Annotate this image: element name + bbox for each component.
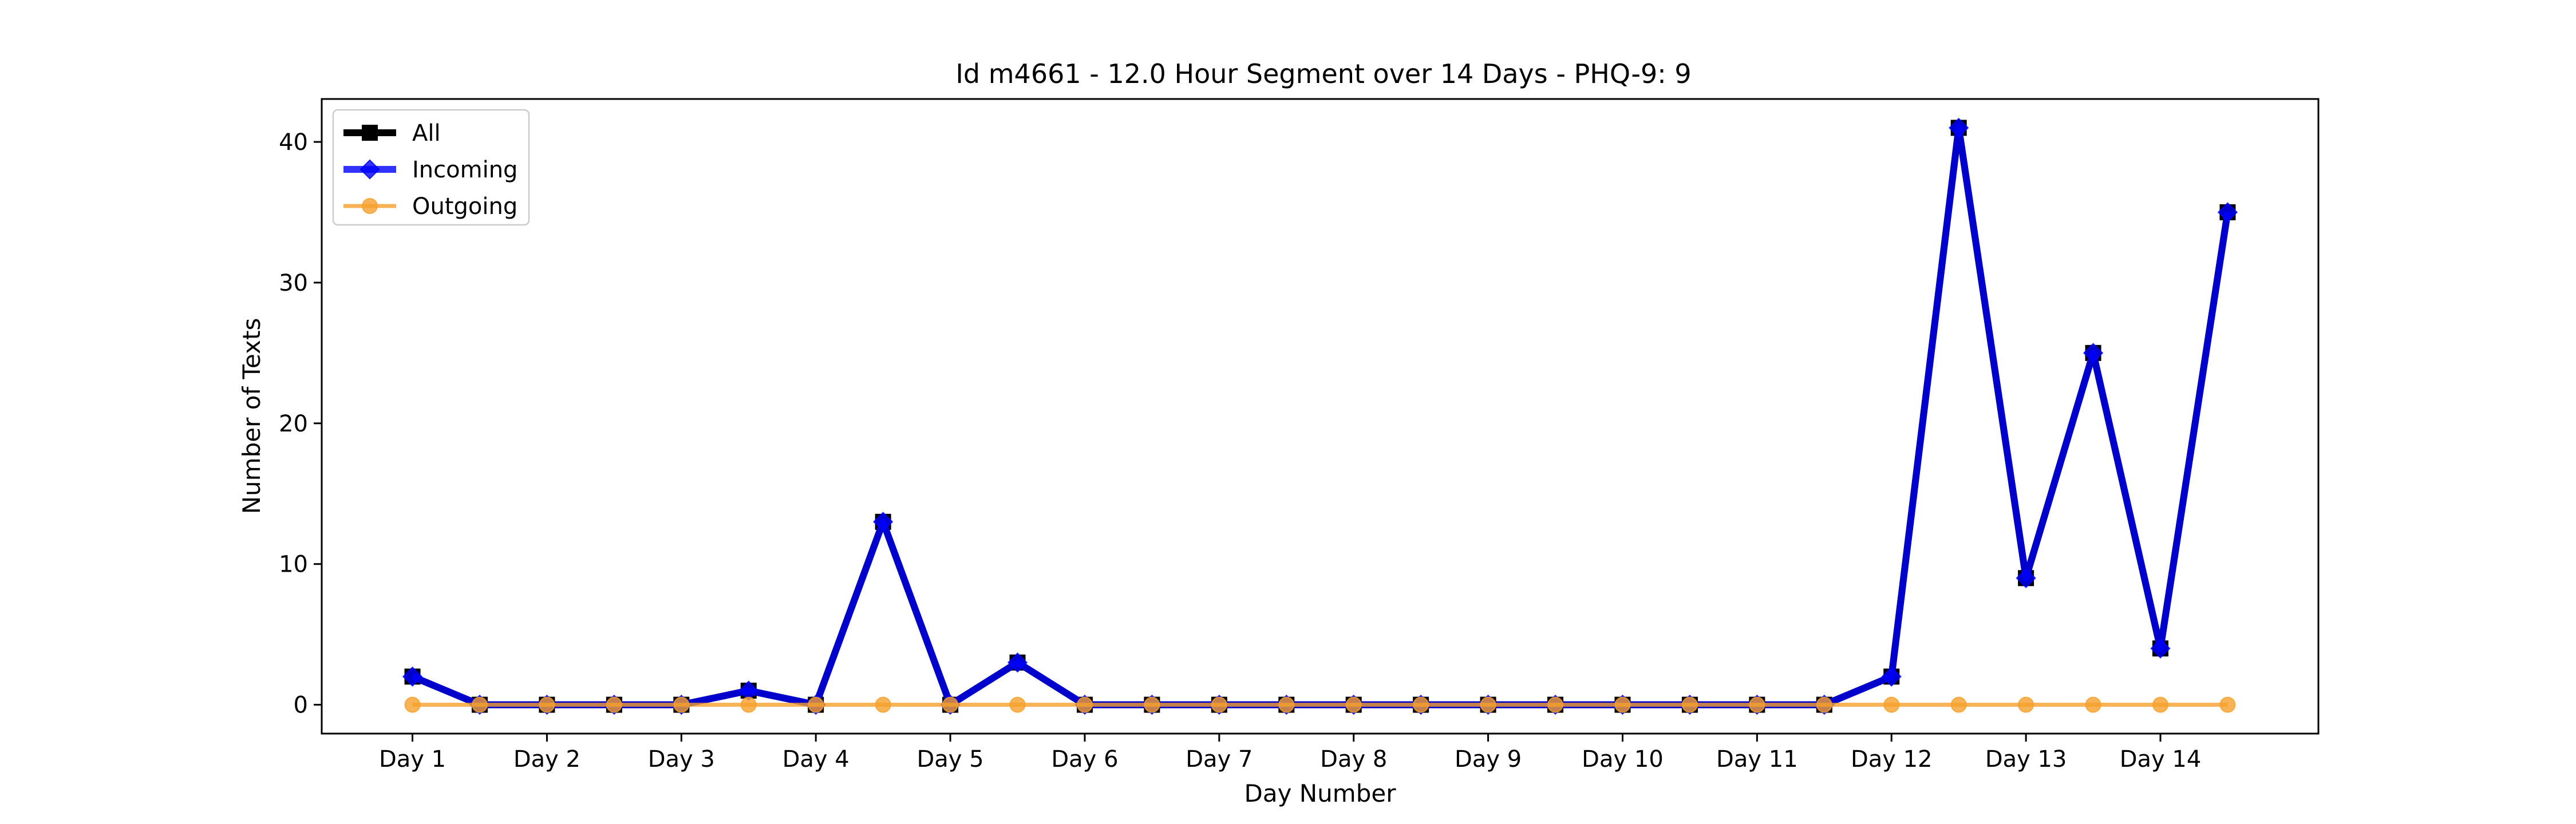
data-point-outgoing (1749, 696, 1765, 713)
data-point-outgoing (942, 696, 959, 713)
x-tick-label: Day 6 (1051, 746, 1118, 772)
x-tick-label: Day 9 (1455, 746, 1522, 772)
y-tick-label: 40 (279, 129, 308, 156)
data-point-incoming (2217, 202, 2238, 223)
data-point-outgoing (2085, 696, 2101, 713)
x-tick-label: Day 3 (648, 746, 715, 772)
legend-label-outgoing: Outgoing (412, 193, 517, 220)
y-axis-ticks: 0 10 20 30 40 (279, 129, 322, 719)
data-point-outgoing (1816, 696, 1832, 713)
legend-entry-incoming: Incoming (343, 157, 517, 183)
data-point-incoming (2150, 638, 2171, 659)
data-point-outgoing (471, 696, 488, 713)
y-tick-label: 10 (279, 552, 308, 578)
x-tick-label: Day 10 (1582, 746, 1664, 772)
data-point-incoming (1881, 666, 1902, 687)
data-point-outgoing (673, 696, 690, 713)
legend-marker-incoming (359, 159, 380, 180)
x-axis-label: Day Number (1244, 779, 1396, 807)
x-tick-label: Day 5 (916, 746, 983, 772)
data-point-outgoing (1614, 696, 1631, 713)
x-tick-label: Day 2 (513, 746, 580, 772)
data-point-outgoing (404, 696, 421, 713)
data-point-outgoing (1480, 696, 1496, 713)
x-axis-ticks: Day 1 Day 2 Day 3 Day 4 Day 5 Day 6 Day 7 Day 8… (379, 734, 2201, 772)
data-point-incoming (402, 666, 423, 687)
legend-entry-outgoing: Outgoing (343, 193, 517, 220)
data-point-outgoing (1211, 696, 1227, 713)
data-point-outgoing (740, 696, 757, 713)
legend-box (332, 109, 530, 226)
data-point-outgoing (1076, 696, 1093, 713)
legend-marker-outgoing (362, 198, 378, 214)
x-tick-label: Day 1 (379, 746, 446, 772)
data-point-incoming (2016, 568, 2036, 588)
x-tick-label: Day 12 (1851, 746, 1933, 772)
plot-frame (321, 98, 2320, 735)
legend-label-incoming: Incoming (412, 157, 517, 183)
data-point-outgoing (1009, 696, 1026, 713)
data-point-outgoing (2018, 696, 2034, 713)
x-tick-label: Day 8 (1320, 746, 1387, 772)
data-point-outgoing (1413, 696, 1429, 713)
data-point-outgoing (1681, 696, 1698, 713)
data-point-outgoing (539, 696, 555, 713)
legend-entry-all: All (343, 120, 441, 146)
data-point-outgoing (1883, 696, 1900, 713)
data-point-outgoing (875, 696, 891, 713)
data-point-outgoing (606, 696, 622, 713)
data-point-outgoing (1278, 696, 1295, 713)
x-tick-label: Day 7 (1186, 746, 1253, 772)
data-point-incoming (1949, 117, 1969, 138)
x-tick-label: Day 13 (1985, 746, 2067, 772)
data-point-incoming (1007, 652, 1028, 673)
y-tick-label: 20 (279, 411, 308, 437)
data-point-incoming (2083, 343, 2104, 363)
series-outgoing (404, 696, 2236, 713)
data-point-outgoing (808, 696, 824, 713)
x-tick-label: Day 4 (783, 746, 850, 772)
y-axis-label: Number of Texts (238, 318, 266, 514)
data-point-outgoing (1547, 696, 1564, 713)
legend: All Incoming Outgoing (332, 109, 530, 226)
x-tick-label: Day 11 (1716, 746, 1798, 772)
chart-title: Id m4661 - 12.0 Hour Segment over 14 Day… (955, 58, 1691, 89)
data-point-incoming (872, 512, 894, 532)
data-point-outgoing (2219, 696, 2236, 713)
y-tick-label: 0 (294, 692, 308, 719)
data-point-outgoing (2152, 696, 2169, 713)
x-tick-label: Day 14 (2120, 746, 2202, 772)
y-tick-label: 30 (279, 270, 308, 296)
plot-area: 0 10 20 30 40 Day 1 Day 2 Day 3 Day 4 Day 5 Day 6… (279, 98, 2320, 772)
legend-marker-all (362, 125, 378, 141)
series-layer (402, 117, 2238, 715)
data-point-outgoing (1345, 696, 1362, 713)
legend-label-all: All (412, 120, 441, 146)
data-point-outgoing (1950, 696, 1967, 713)
data-point-outgoing (1144, 696, 1160, 713)
